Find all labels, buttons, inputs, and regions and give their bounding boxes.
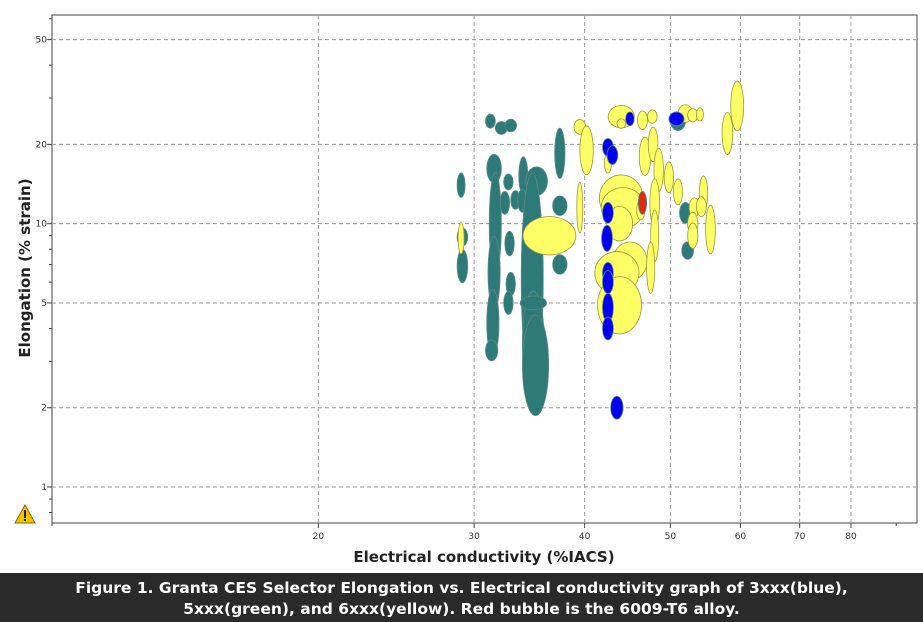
x-tick-label: 40 <box>579 532 591 542</box>
green-bubble[interactable] <box>503 173 514 191</box>
blue-bubble[interactable] <box>625 111 635 127</box>
green-bubble[interactable] <box>504 230 515 257</box>
blue-bubble[interactable] <box>602 270 614 294</box>
y-tick-label: 2 <box>41 404 47 414</box>
plot-area <box>51 14 918 524</box>
x-tick-label: 80 <box>845 532 857 542</box>
blue-bubble[interactable] <box>610 395 624 420</box>
blue-bubble[interactable] <box>602 201 614 224</box>
x-tick-label: 20 <box>313 532 325 542</box>
y-tick-label: 50 <box>36 36 48 46</box>
green-bubble[interactable] <box>456 172 466 198</box>
green-bubble[interactable] <box>552 254 568 275</box>
yellow-bubble[interactable] <box>646 241 656 294</box>
caption-line-2: 5xxx(green), and 6xxx(yellow). Red bubbl… <box>183 600 740 618</box>
blue-bubble[interactable] <box>601 224 613 252</box>
blue-bubble[interactable] <box>668 111 685 127</box>
green-bubble[interactable] <box>519 295 547 311</box>
yellow-bubble[interactable] <box>696 196 707 217</box>
x-tick-label: 50 <box>665 532 677 542</box>
green-bubble[interactable] <box>456 249 469 284</box>
y-tick-label: 20 <box>36 140 48 150</box>
yellow-bubble[interactable] <box>721 112 734 155</box>
caption-line-1: Figure 1. Granta CES Selector Elongation… <box>75 579 848 597</box>
y-tick-label: 5 <box>41 299 47 309</box>
yellow-bubble[interactable] <box>705 204 716 255</box>
yellow-bubble[interactable] <box>579 125 594 176</box>
yellow-bubble[interactable] <box>663 161 674 194</box>
green-bubble[interactable] <box>552 195 568 216</box>
y-tick-label: 1 <box>41 483 47 493</box>
x-tick-label: 70 <box>794 532 806 542</box>
y-tick-label: 10 <box>36 220 48 230</box>
figure-caption: Figure 1. Granta CES Selector Elongation… <box>0 573 923 622</box>
green-bubble[interactable] <box>499 190 510 215</box>
yellow-bubble[interactable] <box>616 118 627 129</box>
chart: 20 30 40 50 60 70 80 1 2 5 10 20 50 Electrical condu… <box>16 14 918 566</box>
yellow-bubble[interactable] <box>673 178 683 206</box>
x-tick-label: 60 <box>735 532 747 542</box>
blue-bubble[interactable] <box>602 316 614 341</box>
x-tick-label: 30 <box>468 532 480 542</box>
green-bubble[interactable] <box>504 118 517 133</box>
yellow-bubble[interactable] <box>457 222 465 255</box>
green-bubble[interactable] <box>485 339 499 362</box>
y-axis-label: Elongation (% strain) <box>16 178 34 357</box>
bubbles <box>456 80 745 420</box>
green-bubble[interactable] <box>554 127 566 179</box>
blue-bubble[interactable] <box>606 145 619 166</box>
yellow-bubble[interactable] <box>730 80 745 132</box>
yellow-bubble[interactable] <box>647 109 658 124</box>
yellow-bubble[interactable] <box>695 107 704 122</box>
green-bubble[interactable] <box>522 314 550 416</box>
green-bubble[interactable] <box>485 113 496 129</box>
warning-triangle-icon[interactable] <box>14 504 36 524</box>
x-axis-label: Electrical conductivity (%IACS) <box>353 548 614 566</box>
green-bubble[interactable] <box>503 291 514 315</box>
red-bubble[interactable] <box>637 190 648 215</box>
axis-ticks: 20 30 40 50 60 70 80 1 2 5 10 20 50 <box>36 18 897 542</box>
yellow-bubble[interactable] <box>576 182 584 234</box>
yellow-bubble[interactable] <box>522 216 577 256</box>
yellow-bubble[interactable] <box>687 222 699 249</box>
yellow-bubble[interactable] <box>637 110 648 130</box>
